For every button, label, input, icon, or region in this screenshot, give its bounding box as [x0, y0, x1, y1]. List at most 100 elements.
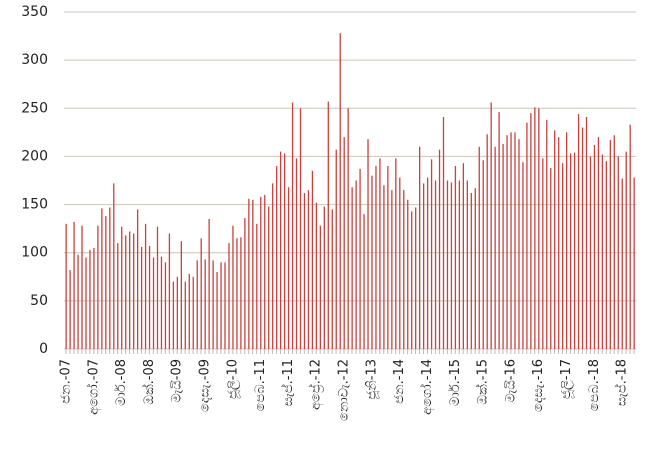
- x-tick-label: මාර්.-08: [113, 359, 129, 406]
- bar: [367, 139, 369, 349]
- bar: [534, 107, 536, 349]
- y-tick-label: 100: [21, 245, 48, 261]
- bar: [613, 135, 615, 349]
- bar: [89, 249, 91, 349]
- bar: [97, 225, 99, 349]
- bar: [160, 256, 163, 349]
- bar: [252, 199, 254, 349]
- x-tick-label: දෙසැ.-16: [531, 359, 546, 412]
- bar: [514, 132, 516, 349]
- y-tick-label: 250: [21, 100, 48, 116]
- bar: [506, 135, 508, 349]
- bar: [208, 219, 210, 349]
- x-tick-label: ජූලි-10: [225, 359, 240, 399]
- bar: [526, 122, 528, 349]
- bar: [148, 245, 151, 349]
- bar: [228, 243, 230, 349]
- bar: [442, 116, 445, 349]
- bar: [415, 207, 417, 349]
- bar: [486, 134, 488, 349]
- bar: [403, 190, 405, 349]
- bar: [474, 188, 476, 349]
- x-tick-label: අප්‍රේ.-12: [308, 359, 324, 410]
- bar: [236, 238, 238, 349]
- bar: [395, 158, 397, 349]
- bar: [319, 225, 322, 349]
- bar: [113, 183, 115, 349]
- bar: [438, 149, 441, 349]
- y-tick-label: 0: [39, 341, 48, 357]
- x-tick-label: මැයි-09: [170, 359, 185, 403]
- x-tick-label: නොවැ.-12: [337, 359, 352, 421]
- bar: [562, 163, 564, 349]
- bar: [69, 270, 71, 349]
- bar: [585, 116, 588, 349]
- bar: [625, 151, 627, 349]
- bar: [152, 257, 155, 349]
- bar: [530, 113, 532, 349]
- bar: [77, 254, 79, 349]
- bar: [232, 225, 234, 349]
- bar: [609, 140, 611, 349]
- bar: [311, 170, 314, 349]
- bar: [470, 193, 472, 349]
- bar: [85, 257, 87, 349]
- bar: [383, 185, 385, 349]
- bar: [224, 262, 226, 349]
- bar: [419, 146, 421, 349]
- bar: [93, 247, 95, 349]
- bar: [446, 180, 449, 349]
- x-tick-label: අගෝ.-07: [85, 359, 101, 415]
- x-tick-label: සැප්.-11: [280, 359, 296, 406]
- bar: [164, 262, 167, 349]
- bar: [156, 226, 159, 349]
- bar: [522, 162, 524, 349]
- bar: [117, 243, 119, 349]
- bar: [212, 260, 214, 349]
- x-tick-label: ඔක්.-15: [474, 359, 490, 405]
- bar: [597, 137, 600, 349]
- bar: [291, 102, 294, 349]
- bar: [172, 281, 175, 349]
- bar: [279, 151, 282, 349]
- bar: [387, 166, 389, 349]
- bar: [196, 260, 198, 349]
- bar: [347, 108, 349, 350]
- bar: [462, 163, 465, 349]
- bar: [581, 127, 584, 350]
- bar: [272, 183, 274, 349]
- x-tick-label: ජන.-14: [392, 359, 407, 404]
- bar: [264, 194, 266, 349]
- bar: [430, 159, 433, 349]
- y-tick-label: 150: [21, 197, 48, 213]
- bar: [327, 101, 329, 349]
- bar: [216, 271, 218, 349]
- y-tick-label: 300: [21, 52, 48, 68]
- bar: [315, 202, 318, 349]
- x-tick-label: ඔක්.-08: [141, 359, 157, 405]
- bar: [192, 276, 194, 349]
- bar: [144, 223, 147, 349]
- bar: [129, 231, 131, 349]
- bar: [450, 182, 453, 349]
- bar: [510, 132, 512, 349]
- bar: [188, 273, 190, 349]
- bar: [454, 166, 457, 349]
- bar: [283, 153, 286, 349]
- bar: [482, 160, 484, 349]
- bar: [371, 175, 373, 349]
- bar: [375, 166, 377, 349]
- bar: [617, 156, 619, 349]
- bar: [391, 190, 393, 349]
- bar: [558, 137, 560, 349]
- bar: [244, 218, 246, 349]
- bar: [411, 211, 413, 349]
- bar: [335, 149, 337, 349]
- bar: [204, 259, 206, 349]
- bar: [73, 221, 75, 349]
- bar: [260, 196, 262, 349]
- bar: [569, 153, 572, 349]
- bar: [573, 152, 576, 349]
- bar: [307, 190, 310, 349]
